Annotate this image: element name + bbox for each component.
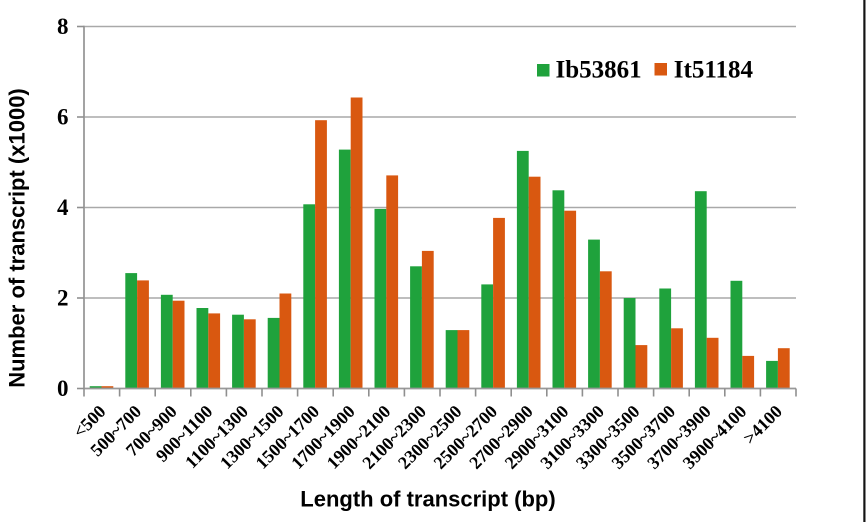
svg-text:Length of transcript (bp): Length of transcript (bp): [300, 487, 555, 512]
svg-text:4: 4: [57, 195, 69, 220]
svg-text:Ib53861: Ib53861: [556, 57, 642, 84]
svg-text:0: 0: [57, 376, 69, 401]
svg-text:Number of transcript (x1000): Number of transcript (x1000): [5, 88, 30, 388]
svg-text:6: 6: [57, 105, 69, 130]
svg-text:2: 2: [57, 286, 69, 311]
svg-text:It51184: It51184: [674, 57, 754, 84]
svg-text:8: 8: [57, 14, 69, 39]
